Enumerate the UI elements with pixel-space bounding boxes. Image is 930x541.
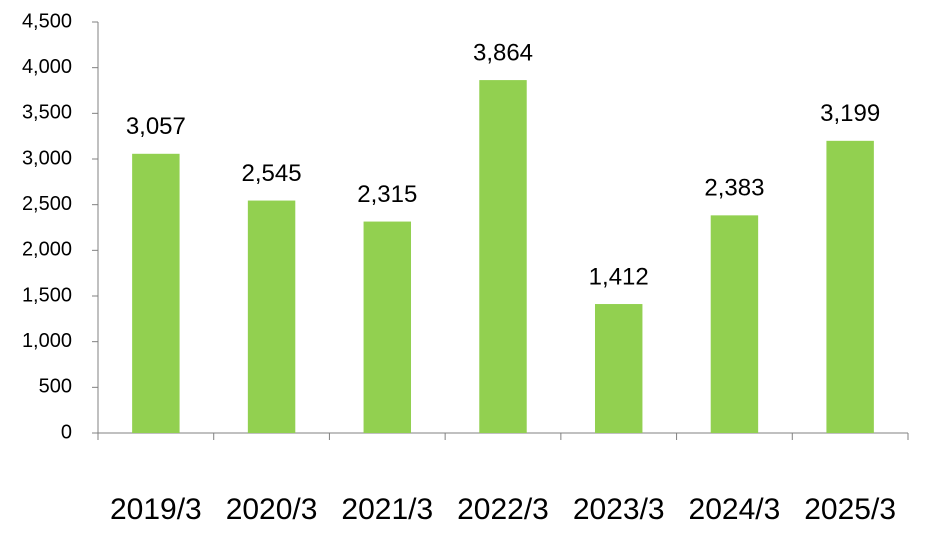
bar	[132, 153, 180, 433]
bar	[710, 215, 759, 433]
x-tick-label: 2022/3	[457, 493, 549, 526]
x-tick-label: 2019/3	[110, 493, 202, 526]
x-tick-label: 2023/3	[573, 493, 665, 526]
y-tick-label: 3,000	[22, 147, 72, 169]
x-tick-label: 2025/3	[804, 493, 896, 526]
bar	[363, 221, 412, 433]
bar	[479, 80, 527, 433]
bar	[247, 200, 296, 433]
y-tick-label: 2,500	[22, 193, 72, 215]
data-label: 3,199	[820, 100, 880, 127]
x-tick-label: 2024/3	[689, 493, 781, 526]
bar	[594, 304, 643, 433]
data-label: 3,864	[473, 39, 533, 66]
x-tick-label: 2020/3	[226, 493, 318, 526]
y-tick-label: 4,000	[22, 56, 72, 78]
data-label: 2,383	[704, 175, 764, 202]
y-tick-label: 500	[39, 376, 72, 398]
y-tick-label: 2,000	[22, 239, 72, 261]
data-label: 2,315	[357, 181, 417, 208]
y-tick-label: 0	[61, 421, 72, 443]
y-tick-label: 4,500	[22, 10, 72, 32]
y-tick-label: 3,500	[22, 102, 72, 124]
data-label: 2,545	[242, 160, 302, 187]
data-label: 3,057	[126, 113, 186, 140]
data-label: 1,412	[589, 263, 649, 290]
y-tick-label: 1,000	[22, 330, 72, 352]
y-tick-label: 1,500	[22, 284, 72, 306]
bar	[826, 140, 874, 434]
x-tick-label: 2021/3	[341, 493, 433, 526]
